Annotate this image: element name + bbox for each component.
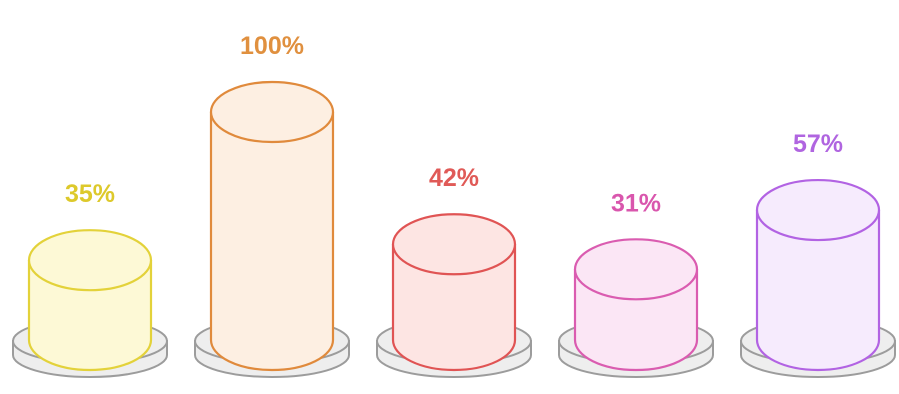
bar-body (755, 208, 881, 372)
data-label: 42% (429, 164, 479, 192)
bar (209, 80, 335, 372)
bar-body (27, 259, 153, 372)
bar-top (27, 229, 153, 292)
bar (573, 238, 699, 372)
bar (755, 178, 881, 372)
bar-top (573, 238, 699, 301)
bar-top (391, 213, 517, 276)
bar-body (209, 110, 335, 372)
bar (391, 213, 517, 372)
bar-top (209, 80, 335, 144)
cylinder-bars (27, 80, 881, 372)
data-label: 100% (240, 32, 304, 60)
data-label: 31% (611, 189, 661, 217)
bar (27, 229, 153, 372)
data-label: 57% (793, 130, 843, 158)
value-labels: 35% 100% 42% 31% 57% (65, 32, 843, 217)
bar-body (391, 243, 517, 372)
bar-top (755, 178, 881, 242)
data-label: 35% (65, 180, 115, 208)
